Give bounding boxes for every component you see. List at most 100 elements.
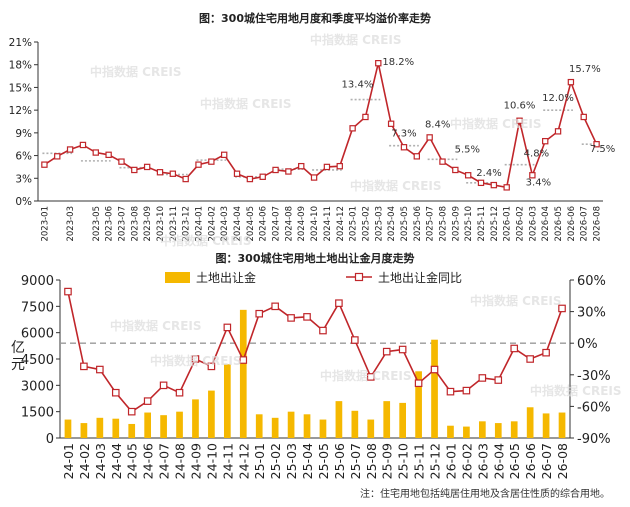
chart2-bar (383, 401, 391, 438)
chart1-monthly-point (529, 172, 536, 179)
chart2-bar (192, 399, 199, 438)
chart2-yoy-point (526, 355, 534, 363)
chart2-bar (510, 421, 518, 438)
watermark-text: 中指数据 CREIS (200, 96, 292, 111)
chart2-right-tick-label: -90% (577, 432, 611, 447)
chart1-data-label: 12.0% (542, 93, 574, 104)
chart1-data-label: 2.4% (476, 168, 501, 179)
watermark-text: 中指数据 CREIS (350, 178, 442, 193)
chart1-x-tick-label: 2023-11 (169, 206, 179, 242)
chart1-x-tick-label: 2024-08 (284, 206, 294, 242)
chart2-yoy-point (494, 376, 503, 384)
chart2-left-tick-label: 0 (46, 432, 54, 447)
chart1-data-label: 7.3% (391, 129, 416, 140)
chart2-yoy-point (191, 355, 200, 363)
chart1-x-tick-label: 2025-07 (426, 206, 436, 242)
chart1-x-tick-label: 2024-04 (233, 206, 243, 242)
chart1-monthly-point (426, 134, 433, 141)
chart2-bar (303, 414, 311, 438)
chart1-x-tick-label: 2024-12 (336, 206, 346, 242)
chart1-data-label: 3.4% (526, 177, 551, 188)
chart1-monthly-point (542, 137, 549, 145)
chart2-x-tick-label: 25-10 (396, 443, 411, 479)
chart1-x-tick-label: 2024-01 (195, 206, 205, 242)
chart2-yoy-point (319, 326, 327, 335)
chart1-x-tick-label: 2026-05 (554, 206, 564, 242)
chart1-monthly-point (220, 151, 228, 159)
chart1-monthly-point (169, 170, 177, 177)
chart2-title: 图：300城住宅用地土地出让金月度走势 (216, 251, 415, 265)
chart1-monthly-point (503, 184, 510, 191)
chart2-right-tick-label: 30% (577, 306, 606, 321)
chart2-yoy-point (271, 302, 279, 311)
chart1-data-label: 15.7% (569, 64, 601, 75)
chart1-x-tick-label: 2023-03 (66, 206, 76, 242)
chart1-monthly-point (143, 163, 151, 171)
chart1-x-tick-label: 2024-10 (310, 206, 320, 242)
chart1-x-tick-label: 2023-06 (105, 206, 115, 242)
chart1-monthly-point (400, 144, 408, 151)
chart1-x-tick-label: 2026-07 (580, 206, 590, 242)
chart2-x-tick-label: 25-08 (364, 443, 379, 479)
chart2-yoy-point (398, 345, 407, 354)
chart1-monthly-point (66, 146, 74, 153)
chart2-bar (112, 418, 120, 438)
chart2-yoy-point (96, 365, 104, 374)
chart1-monthly-point (362, 113, 369, 121)
chart2-x-tick-label: 25-12 (428, 443, 443, 479)
chart1-monthly-point (105, 151, 112, 159)
chart2-x-tick-label: 24-08 (173, 443, 188, 479)
chart1-monthly-point (182, 175, 189, 183)
chart2-bar (319, 419, 327, 438)
chart1-y-tick-label: 9% (15, 128, 32, 140)
chart2-bar (463, 426, 470, 438)
chart1-x-tick-label: 2025-04 (387, 206, 397, 242)
chart1-x-tick-label: 2024-06 (259, 206, 269, 242)
chart1-x-tick-label: 2023-08 (130, 206, 140, 242)
chart1-x-tick-label: 2024-11 (323, 206, 333, 242)
chart2-yoy-line (67, 291, 563, 413)
chart1-x-tick-label: 2024-05 (246, 206, 256, 242)
chart2-x-tick-label: 26-03 (475, 443, 490, 479)
chart2-x-tick-label: 25-01 (252, 443, 267, 479)
chart1-monthly-point (387, 120, 395, 127)
chart2-legend-bar-label: 土地出让金 (196, 270, 256, 285)
chart1-monthly-point (349, 125, 356, 132)
chart2-bar (431, 339, 438, 438)
chart2-x-tick-label: 24-10 (204, 443, 219, 479)
chart1-x-tick-label: 2023-01 (40, 206, 50, 242)
chart2-x-tick-label: 26-05 (507, 443, 522, 479)
chart2-x-tick-label: 25-05 (316, 443, 331, 479)
chart1-x-tick-label: 2026-08 (593, 206, 603, 242)
watermarks: 中指数据 CREIS 中指数据 CREIS 中指数据 CREIS 中指数据 CREIS… (90, 32, 622, 398)
chart1-x-tick-label: 2024-02 (207, 206, 217, 242)
chart2-bar (160, 415, 167, 438)
chart1-x-tick-label: 2025-02 (361, 206, 371, 242)
chart2-yoy-point (159, 381, 168, 390)
chart2-yoy-point (366, 373, 375, 381)
chart2-right-tick-label: 60% (577, 274, 606, 289)
chart2-yoy-point (462, 386, 471, 395)
chart1-monthly-point (92, 149, 99, 156)
chart2-yoy-point (255, 309, 264, 318)
chart1-monthly-point (452, 166, 459, 174)
chart2-right-tick-label: -30% (577, 369, 611, 384)
chart1-x-tick-label: 2025-03 (374, 206, 384, 242)
watermark-text: 中指数据 CREIS (150, 353, 242, 368)
chart2-x-tick-label: 24-06 (141, 443, 156, 479)
chart2-left-tick-label: 9000 (21, 274, 54, 289)
chart1-y-tick-label: 0% (15, 196, 32, 208)
chart2-yoy-point (558, 304, 566, 313)
watermark-text: 中指数据 CREIS (320, 368, 412, 383)
chart2-left-tick-label: 7500 (21, 300, 54, 315)
chart2-bar (64, 419, 72, 438)
chart2-x-tick-label: 24-03 (93, 443, 108, 479)
chart2-left-tick-label: 6000 (21, 327, 54, 342)
chart1-monthly-point (336, 162, 343, 170)
chart2-yoy-point (335, 299, 343, 307)
chart1-x-tick-label: 2023-05 (92, 206, 102, 242)
chart2-x-tick-label: 25-04 (300, 443, 315, 479)
chart2-yoy-point (223, 323, 232, 332)
